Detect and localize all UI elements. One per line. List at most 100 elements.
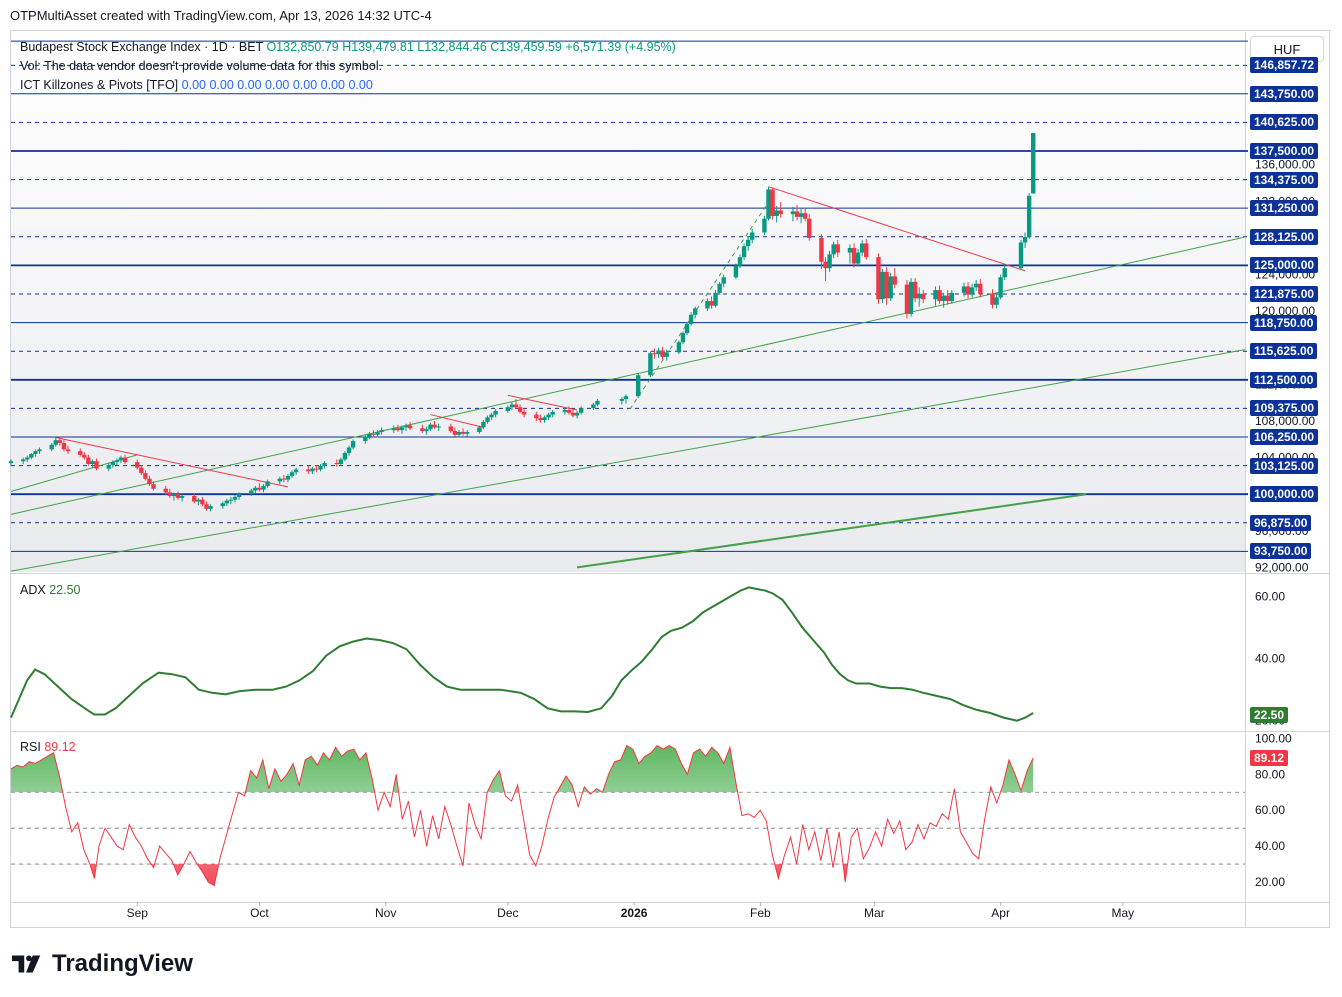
candle-body [912, 281, 918, 299]
candle-body [562, 410, 568, 412]
candle-body [151, 484, 156, 489]
candle-body [570, 412, 576, 416]
candle-body [232, 496, 238, 500]
price-axis-tick-label: 136,000.00 [1255, 158, 1315, 172]
price-level-badge: 137,500.00 [1250, 142, 1319, 159]
symbol-name[interactable]: Budapest Stock Exchange Index · 1D · BET [20, 40, 263, 54]
ohlc-values: O132,850.79 H139,479.81 L132,844.46 C139… [266, 40, 676, 54]
candle-body [477, 427, 482, 432]
candle-body [505, 407, 511, 411]
candle-body [200, 499, 205, 505]
adx-label[interactable]: ADX [20, 583, 46, 597]
candle-body [196, 499, 201, 502]
candle-body [65, 449, 71, 452]
adx-line [10, 586, 1034, 722]
candle-body [179, 496, 185, 498]
candle-body [399, 427, 405, 431]
candle-body [379, 430, 384, 432]
candle-body [82, 454, 87, 458]
candle-body [485, 417, 490, 422]
volume-note: Vol: The data vendor doesn't provide vol… [20, 59, 383, 73]
candle-body [778, 210, 783, 215]
candle-body [167, 492, 173, 497]
candle-body [86, 457, 91, 464]
candle-body [538, 418, 543, 421]
price-level-badge: 125,000.00 [1250, 257, 1319, 274]
candle-body [375, 431, 380, 435]
candle-body [452, 431, 458, 435]
candle-body [1022, 237, 1028, 243]
candle-body [721, 277, 726, 284]
candle-body [513, 404, 519, 408]
candle-body [656, 350, 661, 355]
candle-body [208, 506, 213, 509]
time-axis-label: Oct [250, 906, 269, 920]
candle-body [684, 323, 690, 334]
green-trendline [10, 349, 1246, 572]
candle-body [171, 494, 177, 497]
price-level-badge: 103,125.00 [1250, 457, 1319, 474]
candle-body [660, 350, 665, 357]
chart-header: OTPMultiAsset created with TradingView.c… [10, 8, 432, 23]
candle-body [224, 500, 230, 504]
candle-body [823, 261, 828, 269]
candle-body [978, 283, 983, 294]
candle-body [990, 293, 995, 305]
candle-body [623, 396, 629, 400]
time-axis-label: Sep [127, 906, 149, 920]
price-axis-tick-label: 92,000.00 [1255, 560, 1309, 574]
rsi-axis-tick-label: 60.00 [1255, 803, 1285, 817]
ict-indicator-name[interactable]: ICT Killzones & Pivots [TFO] [20, 78, 179, 92]
candle-body [265, 481, 270, 486]
candle-body [802, 213, 808, 219]
candle-body [831, 244, 836, 255]
candle-body [371, 433, 376, 435]
rsi-label[interactable]: RSI [20, 740, 41, 754]
price-level-badge: 96,875.00 [1250, 514, 1312, 531]
candle-body [175, 494, 181, 498]
candle-body [859, 243, 865, 253]
candle-body [908, 281, 914, 314]
candle-body [53, 440, 58, 445]
candle-body [493, 410, 498, 415]
candle-body [90, 461, 95, 464]
candle-body [762, 218, 767, 233]
candle-body [1031, 133, 1036, 194]
candle-body [534, 414, 539, 419]
rsi-value: 89.12 [44, 740, 76, 754]
candle-body [285, 475, 291, 480]
candle-body [1002, 268, 1007, 278]
brand-name: TradingView [52, 950, 193, 977]
brand-logo[interactable]: TradingView [12, 950, 193, 978]
time-axis-label: 2026 [621, 906, 648, 920]
candle-body [163, 488, 168, 493]
candle-body [49, 444, 54, 450]
price-pane-background [11, 32, 1245, 572]
candle-body [456, 431, 462, 435]
candle-body [737, 257, 743, 267]
candle-body [709, 301, 714, 306]
candle-body [289, 472, 295, 476]
ict-indicator-values: 0.00 0.00 0.00 0.00 0.00 0.00 0.00 [181, 78, 373, 92]
candle-body [750, 232, 755, 240]
time-axis-label: Mar [864, 906, 885, 920]
candle-body [745, 239, 751, 247]
candle-body [546, 414, 551, 418]
green-trendline [629, 201, 769, 410]
candle-body [420, 428, 425, 432]
candle-body [228, 499, 234, 501]
adx-value-badge: 22.50 [1250, 706, 1289, 723]
candle-body [542, 417, 547, 421]
candle-body [460, 431, 466, 434]
candle-body [310, 468, 315, 472]
price-level-badge: 121,875.00 [1250, 285, 1319, 302]
candle-body [249, 490, 254, 495]
candle-body [635, 375, 641, 397]
candle-body [448, 426, 454, 432]
candle-body [391, 428, 397, 431]
candle-body [33, 451, 38, 454]
candle-body [395, 428, 401, 431]
candle-body [1018, 242, 1024, 269]
candle-body [790, 211, 796, 215]
